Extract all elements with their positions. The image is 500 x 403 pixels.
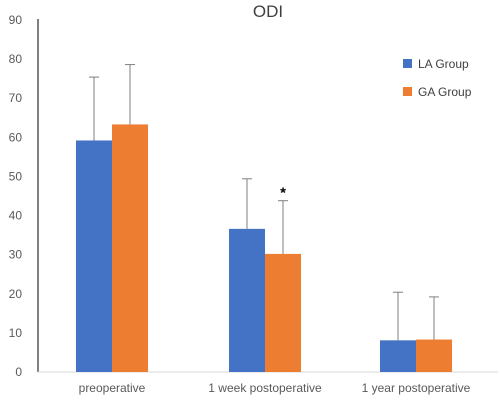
x-category-label: 1 year postoperative — [362, 381, 471, 395]
y-tick-label: 40 — [9, 209, 23, 223]
y-tick-label: 60 — [9, 130, 23, 144]
x-category-label: 1 week postoperative — [208, 381, 322, 395]
legend-label: LA Group — [418, 57, 469, 71]
annotations: * — [280, 185, 286, 202]
y-tick-label: 70 — [9, 91, 23, 105]
significance-marker: * — [280, 185, 286, 202]
bar-ga-group-1 — [265, 253, 301, 372]
bar-la-group-1 — [229, 228, 265, 372]
y-axis-ticks: 0 10 20 30 40 50 60 70 80 90 — [9, 13, 23, 379]
bar-ga-group-2 — [416, 339, 452, 372]
x-category-label: preoperative — [79, 381, 146, 395]
legend-label: GA Group — [418, 85, 472, 99]
y-tick-label: 90 — [9, 13, 23, 27]
legend-swatch — [403, 87, 412, 96]
bars — [76, 124, 452, 372]
bar-la-group-0 — [76, 140, 112, 372]
category-labels: preoperative 1 week postoperative 1 year p… — [79, 381, 471, 395]
bar-ga-group-0 — [112, 124, 148, 372]
y-tick-label: 50 — [9, 169, 23, 183]
y-tick-label: 0 — [15, 365, 22, 379]
legend: LA Group GA Group — [403, 57, 472, 99]
y-tick-label: 80 — [9, 52, 23, 66]
y-tick-label: 20 — [9, 287, 23, 301]
chart-title: ODI — [253, 2, 283, 21]
error-bars — [89, 64, 439, 341]
y-tick-label: 10 — [9, 326, 23, 340]
legend-swatch — [403, 59, 412, 68]
y-tick-label: 30 — [9, 248, 23, 262]
bar-la-group-2 — [380, 340, 416, 372]
